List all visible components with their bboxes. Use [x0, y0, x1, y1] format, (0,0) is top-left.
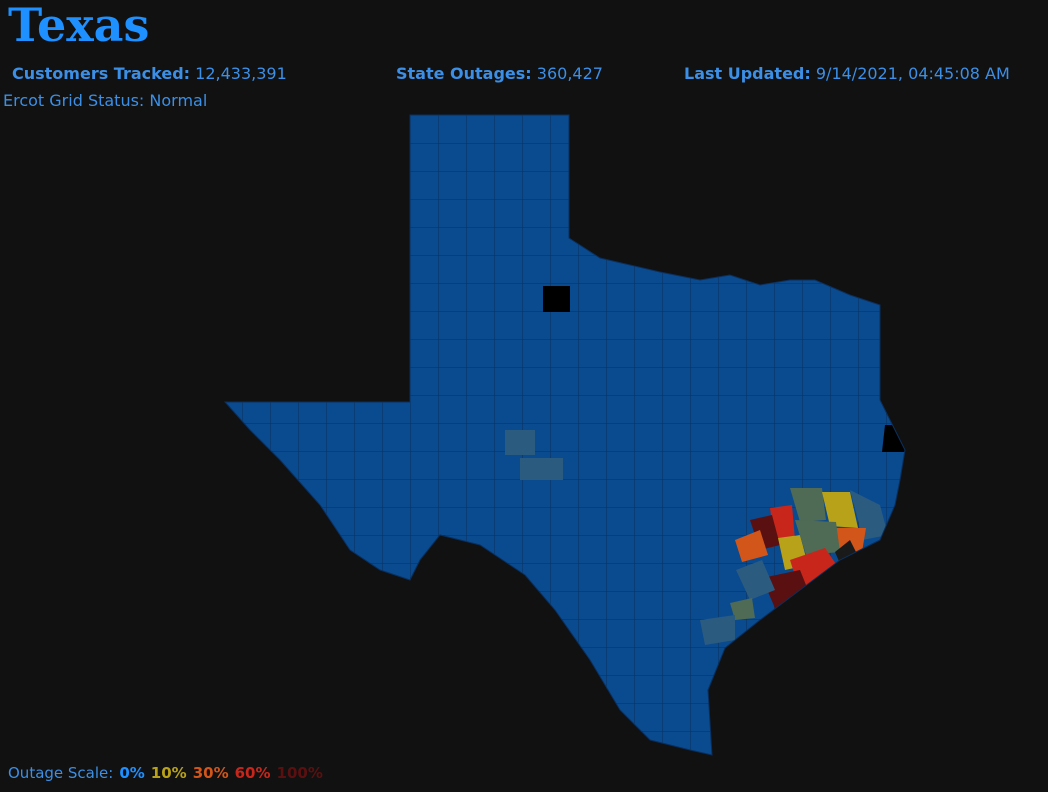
stat-value: 12,433,391 — [195, 64, 287, 83]
legend-level: 30% — [192, 764, 229, 782]
counties — [225, 115, 905, 755]
title: Texas — [8, 0, 150, 52]
legend: Outage Scale: 0% 10% 30% 60% 100% — [8, 764, 323, 782]
legend-level: 100% — [276, 764, 323, 782]
grid-status: Ercot Grid Status: Normal — [3, 91, 208, 110]
legend-level: 0% — [119, 764, 145, 782]
stat-label: Customers Tracked: — [12, 64, 191, 83]
legend-label: Outage Scale: — [8, 764, 114, 782]
stat-label: State Outages: — [396, 64, 532, 83]
stat: State Outages: 360,427 — [396, 64, 603, 83]
stat-value: 360,427 — [536, 64, 603, 83]
legend-level: 60% — [234, 764, 271, 782]
stat: Customers Tracked: 12,433,391 — [12, 64, 287, 83]
stat-value: 9/14/2021, 04:45:08 AM — [815, 64, 1010, 83]
legend-level: 10% — [150, 764, 187, 782]
stat-label: Last Updated: — [684, 64, 811, 83]
stat: Last Updated: 9/14/2021, 04:45:08 AM — [684, 64, 1010, 83]
